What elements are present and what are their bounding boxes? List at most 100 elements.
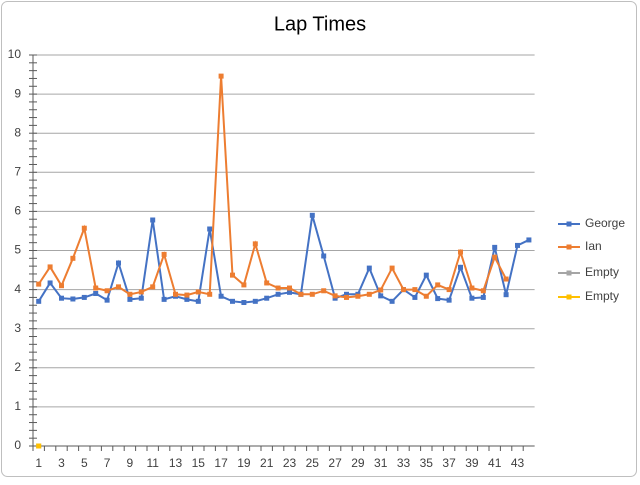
point-marker bbox=[218, 73, 224, 79]
point-marker bbox=[116, 284, 121, 290]
point-marker bbox=[309, 291, 315, 297]
x-tick-label: 13 bbox=[169, 456, 183, 470]
point-marker bbox=[446, 297, 452, 303]
x-tick-label: 19 bbox=[237, 456, 251, 470]
legend-label: George bbox=[585, 216, 625, 230]
legend-marker bbox=[566, 244, 572, 250]
point-marker bbox=[81, 294, 87, 300]
point-marker bbox=[36, 298, 42, 304]
point-marker bbox=[264, 295, 270, 301]
point-marker bbox=[401, 287, 406, 293]
x-tick-label: 11 bbox=[146, 456, 159, 470]
point-marker bbox=[458, 264, 463, 270]
x-tick-label: 1 bbox=[35, 456, 42, 470]
point-marker bbox=[458, 249, 463, 255]
point-marker bbox=[275, 285, 281, 291]
point-marker bbox=[321, 288, 327, 294]
point-marker bbox=[184, 292, 190, 298]
point-marker bbox=[412, 294, 418, 300]
y-tick-label: 7 bbox=[14, 164, 21, 178]
legend-label: Empty bbox=[585, 289, 619, 303]
x-tick-label: 25 bbox=[306, 456, 320, 470]
point-marker bbox=[355, 293, 361, 299]
point-marker bbox=[36, 443, 42, 449]
point-marker bbox=[252, 298, 258, 304]
x-tick-label: 23 bbox=[283, 456, 297, 470]
point-marker bbox=[344, 294, 349, 300]
point-marker bbox=[492, 254, 498, 260]
point-marker bbox=[70, 255, 76, 261]
y-tick-label: 4 bbox=[14, 282, 21, 296]
y-tick-label: 5 bbox=[14, 243, 21, 257]
x-tick-label: 21 bbox=[260, 456, 274, 470]
x-tick-label: 7 bbox=[104, 456, 111, 470]
point-marker bbox=[127, 296, 133, 302]
point-marker bbox=[503, 276, 509, 282]
point-marker bbox=[275, 291, 281, 297]
x-tick-label: 41 bbox=[488, 456, 502, 470]
y-tick-label: 2 bbox=[14, 360, 21, 374]
x-tick-label: 37 bbox=[442, 456, 456, 470]
legend-label: Empty bbox=[585, 265, 619, 279]
point-marker bbox=[47, 280, 53, 286]
point-marker bbox=[81, 225, 87, 231]
point-marker bbox=[446, 287, 452, 293]
point-marker bbox=[127, 291, 133, 297]
point-marker bbox=[150, 284, 156, 290]
x-tick-label: 3 bbox=[58, 456, 65, 470]
point-marker bbox=[435, 296, 441, 302]
y-tick-label: 10 bbox=[8, 47, 22, 61]
point-marker bbox=[161, 251, 167, 257]
point-marker bbox=[492, 244, 498, 250]
point-marker bbox=[252, 241, 258, 247]
x-tick-label: 39 bbox=[465, 456, 479, 470]
y-tick-label: 3 bbox=[14, 321, 21, 335]
point-marker bbox=[435, 282, 441, 288]
point-marker bbox=[366, 291, 372, 297]
point-marker bbox=[116, 260, 121, 266]
point-marker bbox=[366, 265, 372, 271]
point-marker bbox=[138, 289, 144, 295]
point-marker bbox=[161, 296, 167, 302]
x-tick-label: 33 bbox=[397, 456, 411, 470]
point-marker bbox=[104, 297, 110, 303]
point-marker bbox=[309, 212, 315, 218]
point-marker bbox=[344, 291, 349, 297]
point-marker bbox=[184, 296, 190, 302]
point-marker bbox=[332, 293, 338, 299]
point-marker bbox=[47, 264, 53, 270]
point-marker bbox=[389, 265, 395, 271]
point-marker bbox=[138, 295, 144, 301]
point-marker bbox=[195, 298, 201, 304]
point-marker bbox=[59, 295, 64, 301]
x-tick-label: 9 bbox=[127, 456, 134, 470]
point-marker bbox=[515, 242, 520, 248]
point-marker bbox=[230, 272, 235, 278]
point-marker bbox=[93, 285, 99, 291]
point-marker bbox=[503, 292, 509, 298]
point-marker bbox=[389, 298, 395, 304]
point-marker bbox=[412, 287, 418, 293]
x-tick-label: 43 bbox=[511, 456, 525, 470]
chart-title: Lap Times bbox=[274, 13, 366, 35]
x-tick-label: 29 bbox=[351, 456, 365, 470]
point-marker bbox=[264, 280, 270, 286]
y-tick-label: 9 bbox=[14, 86, 21, 100]
y-tick-label: 6 bbox=[14, 204, 21, 218]
point-marker bbox=[423, 272, 429, 278]
point-marker bbox=[287, 285, 292, 291]
point-marker bbox=[287, 289, 292, 295]
point-marker bbox=[36, 281, 42, 287]
point-marker bbox=[241, 300, 247, 306]
point-marker bbox=[469, 295, 475, 301]
x-tick-label: 35 bbox=[420, 456, 434, 470]
point-marker bbox=[378, 287, 384, 293]
point-marker bbox=[93, 291, 99, 297]
y-tick-label: 0 bbox=[14, 438, 21, 452]
point-marker bbox=[59, 283, 64, 289]
point-marker bbox=[469, 285, 475, 291]
point-marker bbox=[150, 217, 156, 223]
point-marker bbox=[104, 288, 110, 294]
x-tick-label: 27 bbox=[328, 456, 342, 470]
